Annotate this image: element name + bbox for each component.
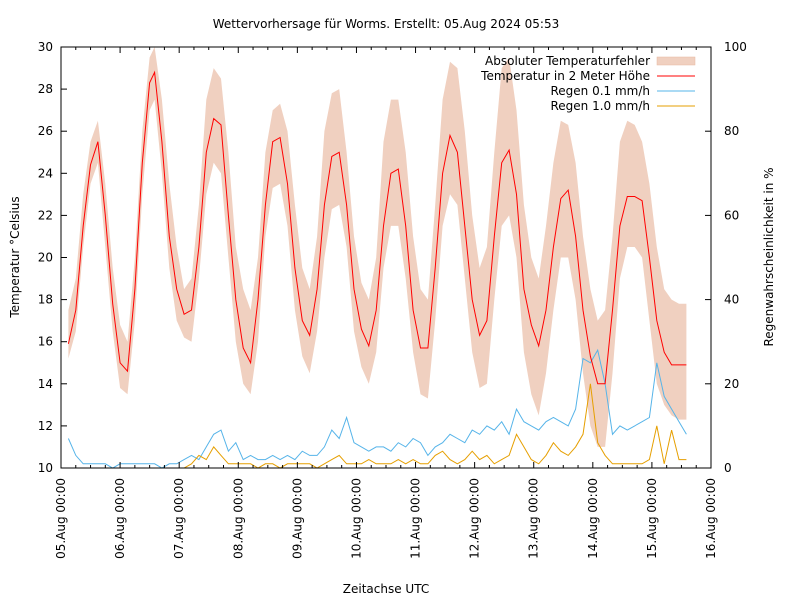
x-tick-label: 12.Aug 00:00 [468, 478, 482, 559]
x-axis-label: Zeitachse UTC [343, 582, 429, 596]
x-tick-label: 14.Aug 00:00 [586, 478, 600, 559]
y-tick-label: 12 [38, 419, 53, 433]
y-tick-label: 16 [38, 335, 53, 349]
y-tick-label: 22 [38, 208, 53, 222]
y2-tick-label: 20 [724, 377, 739, 391]
chart-title: Wettervorhersage für Worms. Erstellt: 05… [213, 17, 560, 31]
rain-0.1-line [67, 348, 687, 469]
x-tick-label: 10.Aug 00:00 [349, 478, 363, 559]
y2-tick-label: 0 [724, 461, 732, 475]
y2-tick-labels: 0 20 40 60 80 100 [724, 40, 747, 475]
x-tick-label: 06.Aug 00:00 [113, 478, 127, 559]
y-tick-label: 28 [38, 82, 53, 96]
x-tick-label: 16.Aug 00:00 [704, 478, 718, 559]
x-tick-labels: 05.Aug 00:00 06.Aug 00:00 07.Aug 00:00 08.A… [54, 478, 718, 559]
y-axis-label: Temperatur °Celsius [8, 196, 22, 318]
x-tick-label: 07.Aug 00:00 [172, 478, 186, 559]
y-tick-label: 20 [38, 251, 53, 265]
x-tick-label: 09.Aug 00:00 [290, 478, 304, 559]
legend-label: Temperatur in 2 Meter Höhe [480, 69, 650, 83]
x-tick-label: 15.Aug 00:00 [645, 478, 659, 559]
legend-label: Regen 1.0 mm/h [550, 99, 650, 113]
legend-label: Absoluter Temperaturfehler [485, 54, 650, 68]
x-tick-label: 13.Aug 00:00 [527, 478, 541, 559]
x-tick-label: 11.Aug 00:00 [409, 478, 423, 559]
axis-ticks-group [60, 46, 712, 469]
y-tick-labels: 10 12 14 16 18 20 22 24 26 28 30 [38, 40, 53, 475]
y-tick-label: 18 [38, 293, 53, 307]
y-tick-label: 30 [38, 40, 53, 54]
x-tick-label: 05.Aug 00:00 [54, 478, 68, 559]
y-tick-label: 10 [38, 461, 53, 475]
y2-tick-label: 80 [724, 124, 739, 138]
y2-tick-label: 100 [724, 40, 747, 54]
y2-tick-label: 60 [724, 208, 739, 222]
y-tick-label: 26 [38, 124, 53, 138]
y-tick-label: 14 [38, 377, 53, 391]
y2-tick-label: 40 [724, 293, 739, 307]
y2-axis-label: Regenwahrscheinlichkeit in % [762, 167, 776, 346]
legend-label: Regen 0.1 mm/h [550, 84, 650, 98]
temperature-line [67, 70, 687, 385]
x-tick-label: 08.Aug 00:00 [231, 478, 245, 559]
legend-swatch-band [656, 56, 696, 66]
y-tick-label: 24 [38, 166, 53, 180]
